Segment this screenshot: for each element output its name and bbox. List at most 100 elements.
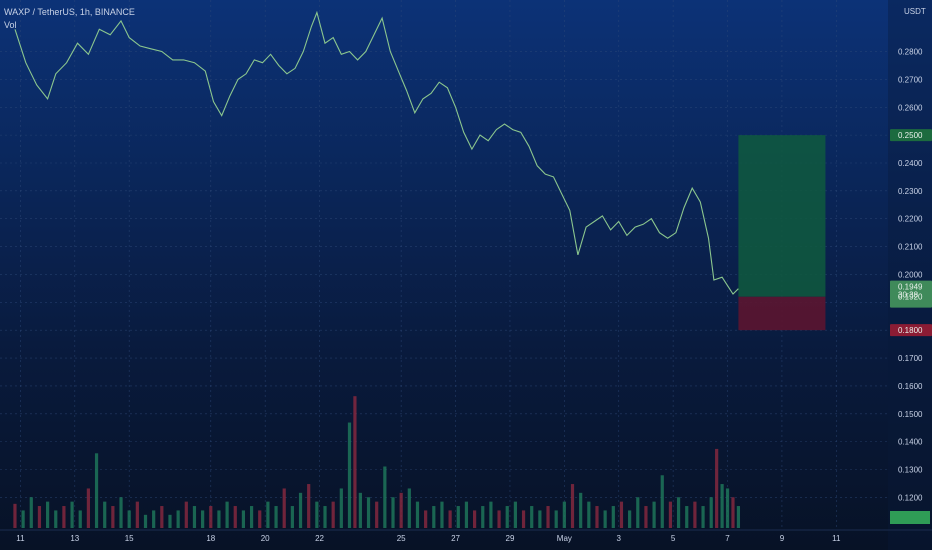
volume-bar bbox=[160, 506, 164, 528]
volume-bar bbox=[554, 510, 558, 528]
volume-bar bbox=[86, 488, 90, 528]
x-tick-label: 3 bbox=[617, 534, 622, 543]
volume-bar bbox=[339, 488, 343, 528]
volume-bar bbox=[383, 466, 387, 528]
y-tick-label: 0.2000 bbox=[898, 270, 923, 279]
x-tick-label: 13 bbox=[70, 534, 79, 543]
y-tick-label: 0.1400 bbox=[898, 438, 923, 447]
volume-bar bbox=[644, 506, 648, 528]
volume-bar bbox=[587, 501, 591, 528]
y-tick-label: 0.1500 bbox=[898, 410, 923, 419]
volume-bar bbox=[347, 422, 352, 528]
volume-bar bbox=[103, 501, 107, 528]
volume-bar bbox=[530, 506, 534, 528]
stop-zone bbox=[738, 296, 826, 331]
volume-bar bbox=[399, 492, 403, 528]
price-line bbox=[14, 10, 739, 295]
volume-bar bbox=[668, 501, 673, 528]
volume-bar bbox=[353, 396, 357, 528]
volume-bar bbox=[603, 510, 607, 528]
y-tick-label: 0.2100 bbox=[898, 243, 923, 252]
volume-bar bbox=[358, 492, 362, 528]
volume-bar bbox=[29, 497, 33, 528]
y-tick-label: 0.2200 bbox=[898, 215, 923, 224]
volume-bar bbox=[709, 497, 713, 528]
volume-bar bbox=[331, 501, 335, 528]
volume-bar bbox=[391, 497, 395, 528]
volume-bar bbox=[201, 510, 205, 528]
volume-bar bbox=[415, 501, 420, 528]
legend: WAXP / TetherUS, 1h, BINANCE Vol bbox=[4, 6, 135, 32]
volume-bar bbox=[513, 501, 517, 528]
x-tick-label: 7 bbox=[725, 534, 730, 543]
volume-bar bbox=[249, 506, 254, 528]
y-tick-label: 0.1600 bbox=[898, 382, 923, 391]
volume-bar bbox=[70, 501, 74, 528]
x-tick-label: 11 bbox=[16, 534, 25, 543]
stop-price-label-box bbox=[890, 324, 932, 337]
x-tick-label: 25 bbox=[397, 534, 406, 543]
volume-bar bbox=[152, 510, 156, 528]
y-tick-label: 0.2800 bbox=[898, 48, 923, 57]
target-price-label: 0.2500 bbox=[898, 131, 923, 140]
volume-bar bbox=[611, 506, 615, 528]
volume-bar bbox=[307, 484, 311, 528]
volume-bar bbox=[119, 497, 123, 528]
volume-axis-marker bbox=[890, 511, 930, 524]
volume-bar bbox=[407, 488, 411, 528]
volume-bar bbox=[315, 501, 319, 528]
volume-bar bbox=[595, 506, 599, 528]
y-tick-label: 0.2600 bbox=[898, 103, 923, 112]
x-tick-label: 15 bbox=[125, 534, 134, 543]
volume-bar bbox=[184, 501, 188, 528]
y-tick-label: 0.2400 bbox=[898, 159, 923, 168]
volume-bar bbox=[731, 497, 735, 528]
volume-bar bbox=[274, 506, 278, 528]
price-scale bbox=[888, 0, 932, 550]
volume-bar bbox=[660, 475, 664, 528]
volume-bar bbox=[725, 488, 730, 528]
y-tick-label: 0.2300 bbox=[898, 187, 923, 196]
x-tick-label: 11 bbox=[832, 534, 841, 543]
volume-bar bbox=[579, 492, 583, 528]
volume-bar bbox=[45, 501, 50, 528]
volume-bar bbox=[298, 492, 303, 528]
volume-bar bbox=[562, 501, 566, 528]
volume-bar bbox=[111, 506, 115, 528]
y-tick-label: 0.1300 bbox=[898, 465, 923, 474]
x-tick-label: 22 bbox=[315, 534, 324, 543]
volume-bar bbox=[217, 510, 221, 528]
volume-bar bbox=[636, 497, 640, 528]
volume-bar bbox=[266, 501, 270, 528]
volume-bar bbox=[94, 453, 99, 528]
volume-bar bbox=[715, 448, 719, 528]
current-price-label: 0.1949 bbox=[898, 283, 923, 292]
x-tick-label: May bbox=[557, 534, 572, 543]
volume-label: Vol bbox=[4, 20, 17, 30]
volume-bar bbox=[676, 497, 681, 528]
volume-bar bbox=[432, 506, 436, 528]
countdown-label: 30:38 bbox=[898, 291, 919, 300]
volume-bar bbox=[505, 506, 509, 528]
volume-bar bbox=[78, 510, 82, 528]
y-tick-label: 0.1200 bbox=[898, 493, 923, 502]
volume-bar bbox=[440, 501, 444, 528]
volume-bar bbox=[143, 514, 148, 528]
volume-bar bbox=[54, 510, 58, 528]
symbol-title: WAXP / TetherUS, 1h, BINANCE bbox=[4, 7, 135, 17]
x-tick-label: 20 bbox=[261, 534, 270, 543]
volume-bar bbox=[538, 510, 542, 528]
volume-bar bbox=[456, 506, 460, 528]
volume-bar bbox=[13, 503, 17, 528]
volume-bar bbox=[192, 506, 197, 528]
volume-bar bbox=[323, 506, 327, 528]
volume-bar bbox=[135, 501, 139, 528]
volume-bar bbox=[176, 510, 180, 528]
y-tick-label: 0.2700 bbox=[898, 75, 923, 84]
volume-bar bbox=[62, 506, 66, 528]
volume-bar bbox=[546, 506, 550, 528]
x-tick-label: 9 bbox=[780, 534, 785, 543]
x-tick-label: 29 bbox=[506, 534, 515, 543]
